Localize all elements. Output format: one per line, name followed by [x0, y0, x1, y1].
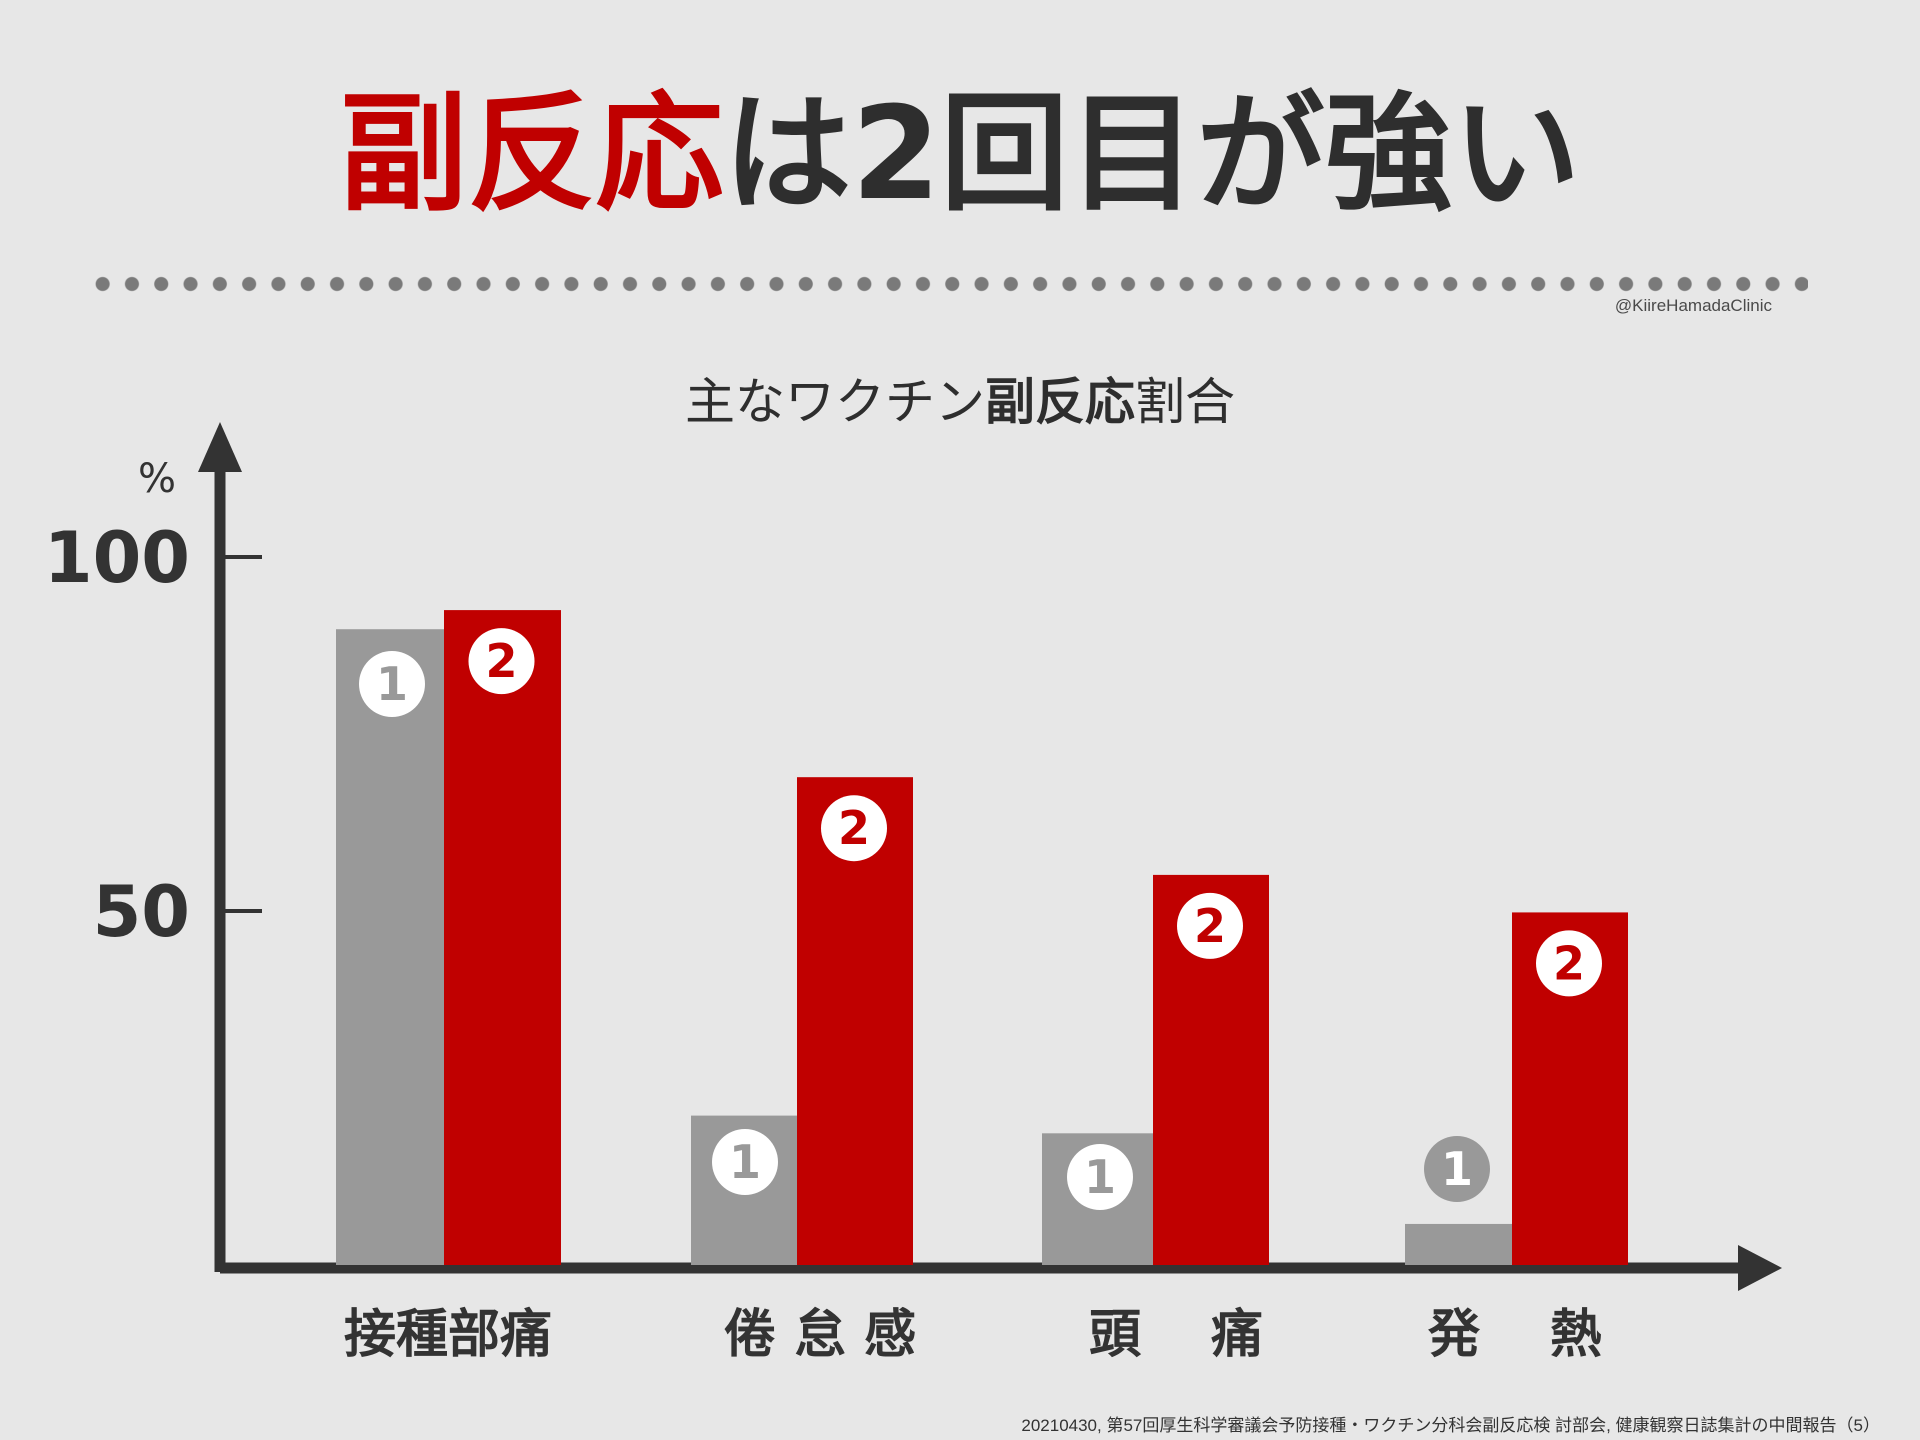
x-category-label: 倦 怠 感: [724, 1305, 916, 1365]
x-category-label: 頭 痛: [1089, 1305, 1263, 1365]
dose-1-marker-circle: [1424, 1136, 1490, 1202]
dotted-divider: [88, 276, 1808, 292]
dose-2-marker-circle: [1536, 930, 1602, 997]
x-axis-arrowhead: [1738, 1245, 1782, 1291]
bar-dose-1: [1405, 1223, 1512, 1265]
dose-1-marker-circle: [359, 651, 425, 717]
x-category-label: 発 熱: [1428, 1305, 1602, 1365]
dose-2-marker-label: 2: [1553, 936, 1585, 990]
subtitle-post: 割合: [1135, 373, 1235, 431]
page-title: 副反応は2回目が強い: [0, 78, 1920, 232]
credit-handle: @KiireHamadaClinic: [1614, 296, 1772, 315]
dose-2-marker-label: 2: [1194, 899, 1226, 953]
dose-2-marker-label: 2: [485, 634, 517, 688]
dose-1-marker-circle: [712, 1129, 778, 1195]
dose-2-marker-label: 2: [838, 801, 870, 855]
source-citation: 20210430, 第57回厚生科学審議会予防接種・ワクチン分科会副反応検 討部…: [1021, 1416, 1880, 1435]
y-axis-arrowhead: [198, 422, 242, 472]
chart-subtitle: 主なワクチン副反応割合: [0, 362, 1920, 434]
y-tick-label: 100: [44, 517, 190, 599]
y-tick-label: 50: [93, 871, 190, 953]
bar-dose-2: [444, 610, 561, 1265]
title-rest: は2回目が強い: [723, 80, 1581, 229]
bar-dose-1: [336, 629, 444, 1265]
dose-1-marker-label: 1: [1084, 1150, 1116, 1204]
dose-2-marker-circle: [1177, 892, 1243, 959]
dose-1-marker-label: 1: [1441, 1142, 1473, 1196]
x-category-label: 接種部痛: [344, 1305, 552, 1365]
subtitle-pre: 主なワクチン: [685, 373, 985, 431]
dose-2-marker-circle: [468, 628, 535, 695]
dose-1-marker-label: 1: [729, 1135, 761, 1189]
title-highlight: 副反応: [339, 80, 724, 229]
dose-1-marker-label: 1: [376, 657, 408, 711]
y-axis-unit-label: %: [138, 456, 176, 502]
dose-1-marker-circle: [1067, 1144, 1133, 1210]
dose-2-marker-circle: [821, 795, 887, 862]
subtitle-bold: 副反応: [985, 373, 1135, 431]
